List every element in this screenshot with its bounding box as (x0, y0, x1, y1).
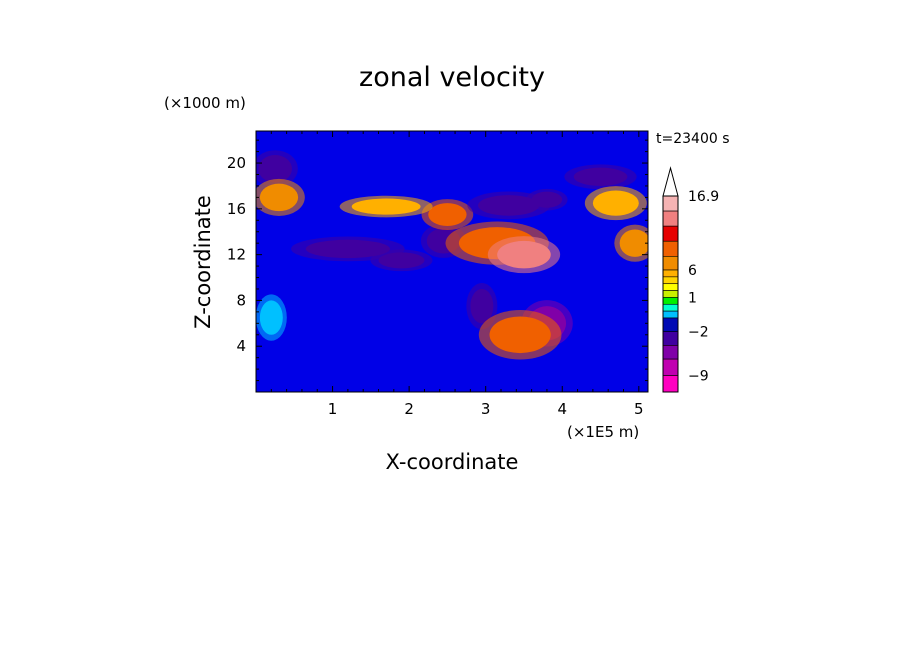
colorbar-band (662, 290, 679, 298)
colorbar: 16.9 6 1 −2 −9 (662, 166, 719, 393)
time-label: t=23400 s (656, 131, 730, 147)
colorbar-label: −9 (688, 369, 709, 385)
colorbar-band (662, 358, 679, 376)
x-tick-label: 1 (328, 400, 338, 418)
x-axis-ticks: 1 2 3 4 5 (270, 131, 644, 418)
colorbar-band (662, 269, 679, 278)
y-unit-label: (×1000 m) (164, 94, 246, 112)
colorbar-band (662, 225, 679, 242)
field-feature (470, 288, 494, 324)
colorbar-label: 1 (688, 290, 697, 306)
field-feature (258, 155, 292, 183)
field-feature (489, 316, 551, 354)
colorbar-band (662, 317, 679, 332)
x-tick-label: 4 (557, 400, 567, 418)
colorbar-band (662, 283, 679, 291)
field-feature (478, 195, 540, 216)
field-feature (592, 190, 639, 216)
colorbar-label: 16.9 (688, 189, 719, 205)
colorbar-frame (662, 195, 679, 393)
field-feature (497, 240, 551, 269)
colorbar-label: −2 (688, 325, 709, 341)
field-feature (259, 183, 299, 212)
field-features (256, 150, 648, 360)
y-tick-label: 20 (227, 154, 246, 172)
colorbar-band (662, 375, 679, 393)
y-axis-label: Z-coordinate (191, 195, 215, 329)
y-tick-label: 8 (236, 291, 246, 309)
field-feature (428, 203, 467, 227)
plot-frame (255, 130, 649, 393)
x-axis-label: X-coordinate (386, 450, 519, 474)
colorbar-extend-triangle (662, 166, 679, 197)
field-feature (573, 167, 628, 186)
y-axis-ticks: 4 8 12 16 20 (227, 139, 648, 382)
plot-area (256, 131, 648, 392)
colorbar-band (662, 210, 679, 227)
y-tick-label: 12 (227, 246, 246, 264)
x-tick-label: 3 (481, 400, 491, 418)
colorbar-band (662, 303, 679, 312)
field-feature (378, 252, 425, 269)
y-tick-label: 4 (236, 337, 246, 355)
field-feature (259, 300, 283, 335)
x-unit-label: (×1E5 m) (567, 423, 639, 441)
colorbar-band (662, 331, 679, 346)
field-feature (305, 239, 390, 259)
colorbar-label: 6 (688, 263, 697, 279)
colorbar-band (662, 310, 679, 319)
colorbar-band (662, 297, 679, 305)
field-feature (619, 229, 648, 257)
field-feature (531, 191, 563, 208)
chart-title: zonal velocity (359, 62, 545, 93)
colorbar-band (662, 240, 679, 257)
field-feature (351, 198, 421, 215)
y-tick-label: 16 (227, 200, 246, 218)
x-tick-label: 2 (404, 400, 414, 418)
colorbar-band (662, 195, 679, 212)
colorbar-band (662, 256, 679, 271)
colorbar-band (662, 276, 679, 285)
x-tick-label: 5 (634, 400, 644, 418)
colorbar-band (662, 345, 679, 360)
